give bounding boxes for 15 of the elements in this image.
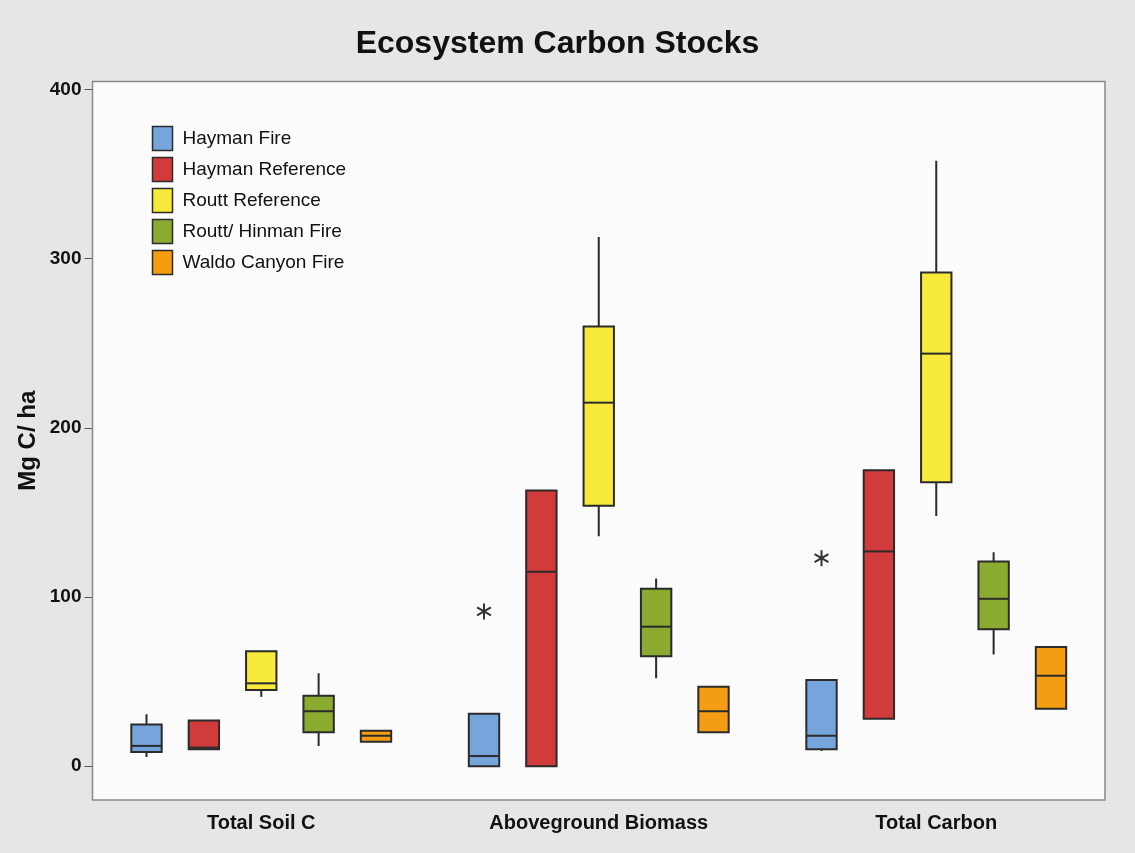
y-tick-label: 100 [49, 585, 82, 607]
chart-title: Ecosystem Carbon Stocks [355, 24, 760, 61]
y-tick-label: 300 [49, 247, 82, 269]
y-tick-label: 400 [49, 78, 82, 100]
y-tick-label: 0 [70, 754, 82, 776]
legend-label: Waldo Canyon Fire [182, 250, 345, 272]
legend-label: Routt/ Hinman Fire [182, 219, 342, 241]
legend-label: Routt Reference [182, 188, 321, 210]
x-tick-label: Aboveground Biomass [489, 810, 709, 833]
x-tick-label: Total Soil C [206, 810, 316, 833]
x-tick-label: Total Carbon [875, 810, 998, 833]
y-axis-title: Mg C/ ha [13, 390, 41, 491]
y-tick-label: 200 [49, 416, 82, 438]
legend-label: Hayman Fire [182, 126, 292, 148]
legend-label: Hayman Reference [182, 157, 347, 179]
